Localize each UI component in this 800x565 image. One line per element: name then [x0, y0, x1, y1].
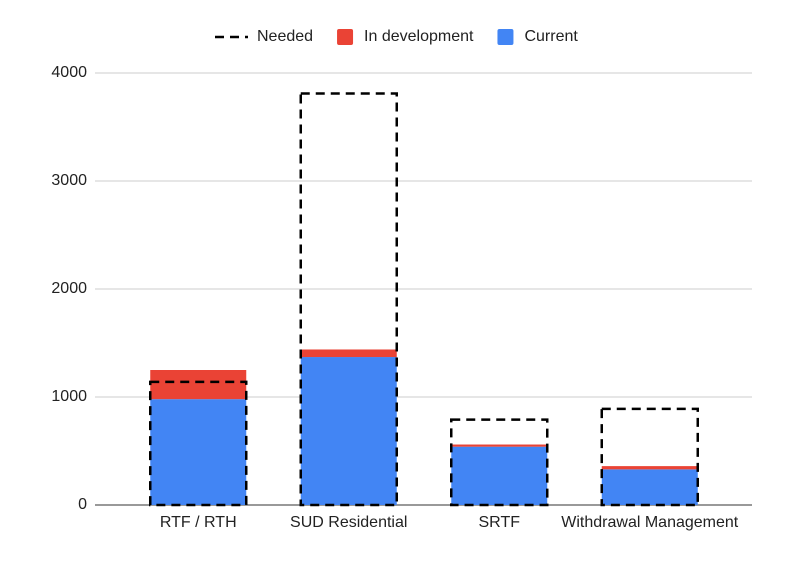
y-tick-label: 0: [78, 496, 87, 513]
y-tick-label: 1000: [51, 388, 87, 405]
needed-outline: [299, 92, 398, 507]
bar-segment: [300, 349, 397, 358]
x-tick-label: SUD Residential: [290, 514, 407, 531]
bar-segment: [451, 444, 548, 447]
x-tick-label: RTF / RTH: [160, 514, 237, 531]
legend-swatch: [337, 29, 354, 45]
legend-label: In development: [364, 28, 474, 45]
legend-label: Needed: [257, 28, 313, 45]
needed-outline: [149, 380, 248, 507]
bar-segment: [150, 399, 247, 505]
y-tick-label: 4000: [51, 64, 87, 81]
bar-segment: [601, 466, 698, 470]
bar-segment: [451, 446, 548, 505]
x-tick-label: SRTF: [479, 514, 521, 531]
bar-segment: [601, 469, 698, 505]
y-tick-label: 3000: [51, 172, 87, 189]
x-tick-label: Withdrawal Management: [561, 514, 739, 531]
legend-swatch: [497, 29, 514, 45]
bar-segment: [150, 370, 247, 400]
y-tick-label: 2000: [51, 280, 87, 297]
needed-outline: [450, 418, 549, 507]
needed-outline: [600, 407, 699, 507]
bar-segment: [300, 357, 397, 505]
legend-label: Current: [524, 28, 578, 45]
